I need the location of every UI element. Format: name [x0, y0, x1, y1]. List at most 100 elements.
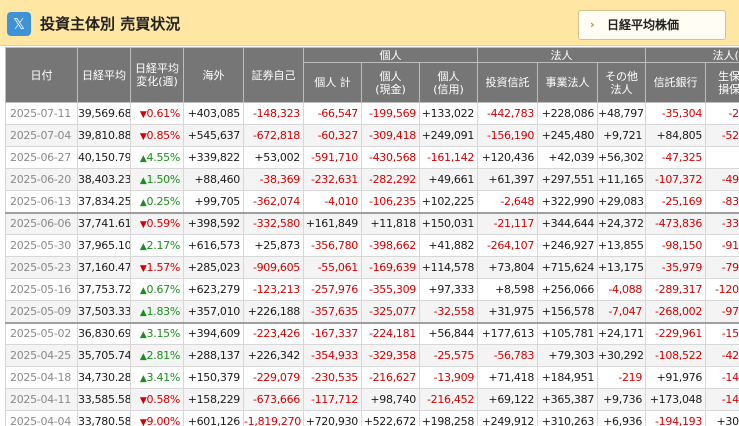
table-row: 2025-05-09 37,503.33 ▲1.83% +357,010 +226,18…	[5, 300, 739, 323]
cell-nikkei: 33,780.58	[77, 410, 131, 426]
cell-securities: -148,323	[243, 102, 304, 125]
cell-indiv-credit: +56,844	[418, 321, 479, 345]
cell-other-corp: +24,372	[597, 211, 647, 235]
cell-change: ▲4.55%	[130, 146, 184, 169]
cell-trust-bank: +173,048	[645, 388, 707, 411]
cell-indiv-credit: +198,258	[418, 410, 479, 426]
cell-date[interactable]: 2025-05-09	[5, 300, 78, 323]
cell-foreign: +601,126	[183, 410, 244, 426]
cell-life-insurance: -42,423	[705, 344, 739, 367]
col-header-trust-bank[interactable]: 信託銀行	[645, 62, 707, 103]
cell-trust-bank: -35,979	[645, 256, 707, 279]
cell-date[interactable]: 2025-04-25	[5, 344, 78, 367]
cell-date[interactable]: 2025-06-13	[5, 190, 78, 213]
nikkei-average-button[interactable]: › 日経平均株価	[578, 10, 726, 40]
table-body: 2025-07-11 39,569.68 ▼0.61% +403,085 -148,32…	[5, 102, 739, 426]
cell-indiv-cash: +98,740	[361, 388, 420, 411]
cell-indiv-credit: -32,558	[418, 300, 479, 323]
cell-indiv-cash: -199,569	[361, 102, 420, 125]
col-header-indiv-total[interactable]: 個人 計	[303, 62, 362, 103]
cell-indiv-total: -354,933	[303, 344, 362, 367]
cell-indiv-credit: +133,022	[418, 102, 479, 125]
cell-indiv-cash: -325,077	[361, 300, 420, 323]
cell-indiv-total: -4,010	[303, 190, 362, 213]
cell-date[interactable]: 2025-05-02	[5, 321, 78, 345]
cell-securities: -332,580	[243, 211, 304, 235]
col-header-life-insurance[interactable]: 生保 損保	[705, 62, 739, 103]
cell-date[interactable]: 2025-04-18	[5, 366, 78, 389]
change-value: 3.15%	[146, 327, 181, 341]
cell-indiv-credit: -216,452	[418, 388, 479, 411]
cell-date[interactable]: 2025-06-06	[5, 211, 78, 235]
cell-trust-bank: -194,193	[645, 410, 707, 426]
cell-trust: -2,648	[477, 190, 539, 213]
cell-indiv-total: -117,712	[303, 388, 362, 411]
col-header-change[interactable]: 日経平均 変化(週)	[130, 47, 184, 103]
cell-date[interactable]: 2025-07-11	[5, 102, 78, 125]
cell-trust: +31,975	[477, 300, 539, 323]
cell-foreign: +88,460	[183, 168, 244, 191]
cell-business: +246,927	[537, 234, 599, 257]
cell-change: ▼0.58%	[130, 388, 184, 411]
cell-life-insurance: -15,993	[705, 321, 739, 345]
cell-nikkei: 34,730.28	[77, 366, 131, 389]
cell-date[interactable]: 2025-05-30	[5, 234, 78, 257]
cell-indiv-total: -66,547	[303, 102, 362, 125]
cell-date[interactable]: 2025-07-04	[5, 124, 78, 147]
cell-indiv-total: -357,635	[303, 300, 362, 323]
col-header-other-corp[interactable]: その他 法人	[597, 62, 647, 103]
up-arrow-icon: ▲	[139, 374, 147, 384]
cell-date[interactable]: 2025-05-16	[5, 278, 78, 301]
cell-business: +322,990	[537, 190, 599, 213]
page-title: 投資主体別 売買状況	[40, 15, 181, 33]
cell-business: +42,039	[537, 146, 599, 169]
cell-indiv-credit: +41,882	[418, 234, 479, 257]
cell-indiv-cash: -106,235	[361, 190, 420, 213]
table-row: 2025-05-23 37,160.47 ▼1.57% +285,023 -909,60…	[5, 256, 739, 279]
group-header-individual: 個人	[302, 47, 479, 63]
cell-nikkei: 39,569.68	[77, 102, 131, 125]
cell-other-corp: -4,088	[597, 278, 647, 301]
change-value: 3.41%	[146, 371, 181, 384]
cell-foreign: +394,609	[183, 321, 244, 345]
cell-change: ▲0.67%	[130, 278, 184, 301]
cell-indiv-total: +161,849	[303, 211, 362, 235]
cell-indiv-credit: +249,091	[418, 124, 479, 147]
cell-date[interactable]: 2025-04-11	[5, 388, 78, 411]
cell-other-corp: +11,165	[597, 168, 647, 191]
cell-date[interactable]: 2025-04-04	[5, 410, 78, 426]
cell-nikkei: 36,830.69	[77, 321, 131, 345]
cell-nikkei: 37,503.33	[77, 300, 131, 323]
change-value: 9.00%	[146, 415, 181, 426]
cell-change: ▲2.81%	[130, 344, 184, 367]
cell-indiv-cash: -169,639	[361, 256, 420, 279]
cell-trust: +71,418	[477, 366, 539, 389]
col-header-securities[interactable]: 証券自己	[243, 47, 304, 103]
table-row: 2025-05-30 37,965.10 ▲2.17% +616,573 +25,873…	[5, 234, 739, 257]
table-row: 2025-04-11 33,585.58 ▼0.58% +158,229 -673,66…	[5, 388, 739, 411]
col-header-indiv-credit[interactable]: 個人 (信用)	[418, 62, 479, 103]
cell-foreign: +150,379	[183, 366, 244, 389]
cell-other-corp: +56,302	[597, 146, 647, 169]
down-arrow-icon: ▼	[139, 220, 147, 231]
col-header-trust[interactable]: 投資信託	[477, 62, 539, 103]
col-header-foreign[interactable]: 海外	[183, 47, 244, 103]
col-header-nikkei[interactable]: 日経平均	[77, 47, 131, 103]
cell-date[interactable]: 2025-05-23	[5, 256, 78, 279]
cell-trust: -156,190	[477, 124, 539, 147]
cell-trust-bank: -25,169	[645, 190, 707, 213]
cell-date[interactable]: 2025-06-27	[5, 146, 78, 169]
col-header-business[interactable]: 事業法人	[537, 62, 599, 103]
cell-securities: +25,873	[243, 234, 304, 257]
cell-business: +715,624	[537, 256, 599, 279]
cell-change: ▼0.85%	[130, 124, 184, 147]
cell-change: ▼0.61%	[130, 102, 184, 125]
cell-other-corp: -7,047	[597, 300, 647, 323]
cell-date[interactable]: 2025-06-20	[5, 168, 78, 191]
col-header-date[interactable]: 日付	[5, 47, 78, 103]
cell-securities: +53,002	[243, 146, 304, 169]
cell-change: ▲3.15%	[130, 321, 184, 345]
col-header-indiv-cash[interactable]: 個人 (現金)	[361, 62, 420, 103]
x-logo-icon[interactable]: 𝕏	[7, 12, 31, 36]
cell-foreign: +339,822	[183, 146, 244, 169]
